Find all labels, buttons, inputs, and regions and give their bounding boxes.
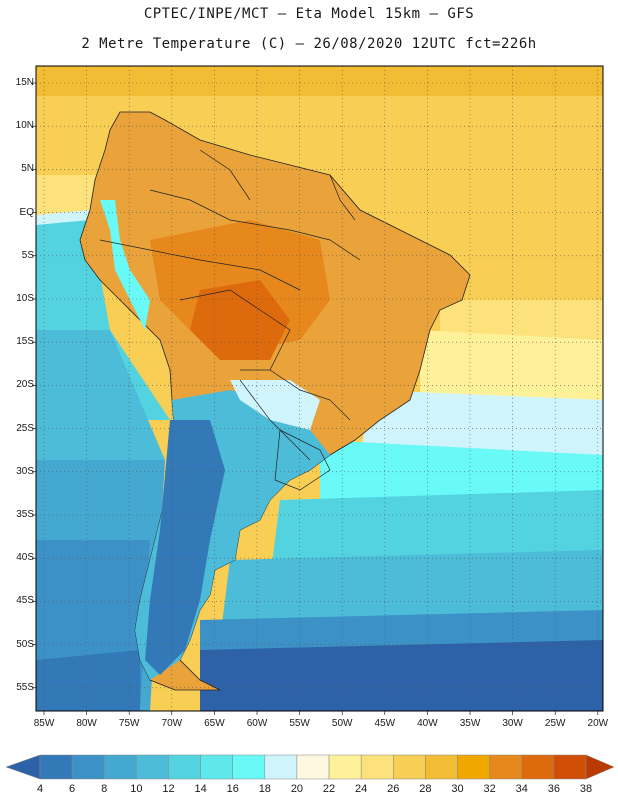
colorbar-bin xyxy=(264,754,298,780)
colorbar-bin xyxy=(103,754,137,780)
lat-label: 50S xyxy=(16,638,34,650)
lon-label: 35W xyxy=(459,718,481,729)
colorbar-label: 4 xyxy=(36,783,44,795)
colorbar-label: 28 xyxy=(419,783,432,795)
colorbar-bin xyxy=(425,754,458,780)
lat-label: 40S xyxy=(16,552,34,564)
ocean-atlantic-band2 xyxy=(360,390,603,460)
colorbar-bin xyxy=(457,754,490,780)
colorbar xyxy=(5,754,615,780)
colorbar-label: 20 xyxy=(290,783,304,795)
lat-label: 5S xyxy=(21,249,34,261)
lat-label: 5N xyxy=(21,163,34,175)
colorbar-bin xyxy=(136,754,169,780)
lon-label: 75W xyxy=(118,718,140,729)
colorbar-label: 26 xyxy=(387,783,400,795)
colorbar-label: 24 xyxy=(355,783,368,795)
lat-label: 45S xyxy=(16,595,34,607)
colorbar-label: 36 xyxy=(547,783,560,795)
map-fields xyxy=(36,66,603,711)
colorbar-bin xyxy=(168,754,201,780)
map-subtitle: 2 Metre Temperature (C) – 26/08/2020 12U… xyxy=(81,36,537,52)
colorbar-bin xyxy=(328,754,362,780)
colorbar-label: 34 xyxy=(515,783,528,795)
lon-label: 60W xyxy=(246,718,268,729)
colorbar-label: 10 xyxy=(130,783,143,795)
colorbar-bin xyxy=(296,754,330,780)
colorbar-bin xyxy=(39,754,73,780)
patagonia-cold xyxy=(145,420,225,675)
lat-label: 20S xyxy=(16,379,34,391)
lat-label: 25S xyxy=(16,422,34,434)
ocean-north-band xyxy=(36,66,603,96)
colorbar-label: 14 xyxy=(194,783,207,795)
map-frame xyxy=(35,65,604,712)
andes-cold xyxy=(100,200,150,330)
colorbar-bin xyxy=(200,754,233,780)
lon-label: 85W xyxy=(33,718,55,729)
map-title: CPTEC/INPE/MCT – Eta Model 15km – GFS xyxy=(143,6,475,22)
lat-label: 30S xyxy=(16,465,34,477)
lon-label: 40W xyxy=(417,718,438,729)
colorbar-label: 22 xyxy=(322,783,336,795)
colorbar-label: 12 xyxy=(162,783,175,795)
lat-label: 10N xyxy=(15,120,34,132)
lat-label: 55S xyxy=(16,681,34,693)
lon-label: 65W xyxy=(204,718,225,729)
lat-label: 35S xyxy=(16,509,34,520)
lon-label: 45W xyxy=(374,718,396,729)
lon-label: 25W xyxy=(544,718,566,729)
colorbar-label: 32 xyxy=(483,783,496,795)
lon-label: 50W xyxy=(331,718,353,729)
colorbar-label: 38 xyxy=(579,783,593,795)
colorbar-bin xyxy=(232,754,266,780)
colorbar-bin xyxy=(393,754,426,780)
colorbar-label: 30 xyxy=(451,783,464,795)
colorbar-bin xyxy=(360,754,394,780)
lon-label: 80W xyxy=(76,718,97,729)
lat-label: 15N xyxy=(15,77,34,88)
lon-label: 20W xyxy=(587,718,609,729)
lon-label: 70W xyxy=(161,718,183,729)
ocean-pacific-band2 xyxy=(36,330,165,460)
colorbar-bin xyxy=(489,754,523,780)
colorbar-bin xyxy=(521,754,555,780)
colorbar-bin xyxy=(71,754,105,780)
lon-label: 30W xyxy=(502,718,523,729)
bolivia-hot xyxy=(190,280,290,360)
lat-label: 15S xyxy=(16,336,34,348)
lat-label: EQ xyxy=(19,206,34,218)
colorbar-label: 8 xyxy=(101,783,108,795)
graticule xyxy=(32,66,603,715)
lon-label: 55W xyxy=(289,718,310,729)
lat-label: 10S xyxy=(16,293,34,304)
colorbar-label: 6 xyxy=(69,783,76,795)
colorbar-bin xyxy=(553,754,587,780)
colorbar-low-arrow xyxy=(5,754,41,780)
ocean-atlantic-band7 xyxy=(200,640,603,711)
country-borders xyxy=(99,149,361,491)
ocean-pacific-band5 xyxy=(36,650,140,711)
colorbar-label: 18 xyxy=(258,783,271,795)
brazil-south-cool xyxy=(230,380,320,430)
colorbar-label: 16 xyxy=(226,783,239,795)
colorbar-high-arrow xyxy=(585,754,615,780)
